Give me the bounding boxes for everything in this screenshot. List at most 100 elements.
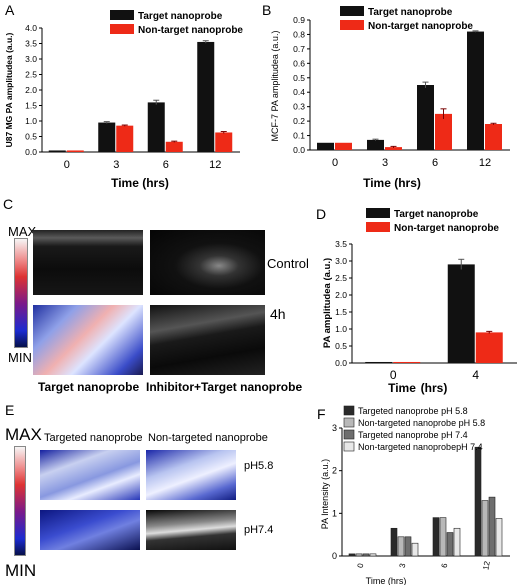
y-tick-label: 1.5: [335, 307, 347, 317]
x-tick-label: 0: [332, 157, 338, 169]
panel-letter-e: E: [5, 402, 15, 418]
panel-letter-c: C: [3, 196, 14, 212]
x-axis-label: Time (hrs): [366, 576, 407, 585]
panel-letter-a: A: [5, 2, 15, 18]
panel-letter-d: D: [316, 206, 327, 222]
row-label-ph74: pH7.4: [244, 524, 274, 536]
legend-label: Targeted nanoprobe pH 7.4: [358, 430, 468, 440]
x-axis-label-unit: (hrs): [421, 381, 448, 395]
bar-series-1: [348, 553, 356, 557]
y-tick-label: 0.0: [335, 358, 347, 368]
legend-swatch: [343, 405, 355, 416]
y-tick-label: 2.5: [335, 273, 347, 283]
x-tick-label: 3: [113, 159, 119, 171]
legend-swatch: [366, 222, 390, 232]
bar-series-1: [474, 446, 482, 557]
legend-swatch: [340, 6, 364, 16]
bar-series-1: [390, 527, 398, 557]
color-scale-bar-c: [14, 238, 28, 348]
color-scale-bar-e: [14, 446, 26, 556]
y-tick-label: 2.0: [25, 85, 37, 95]
bar-series-4: [495, 518, 503, 557]
y-tick-label: 0.7: [293, 44, 305, 54]
y-tick-label: 0: [332, 551, 337, 561]
scale-max-label-e: MAX: [5, 425, 42, 444]
y-tick-label: 2: [332, 466, 337, 476]
y-axis-label: MCF-7 PA amplitudea (a.u.): [270, 31, 280, 142]
legend-swatch: [343, 417, 355, 428]
y-tick-label: 3.5: [25, 39, 37, 49]
bar-series-2: [439, 517, 447, 557]
y-tick-label: 3.0: [25, 54, 37, 64]
bar-non-target: [215, 132, 233, 152]
x-tick-label: 12: [481, 560, 492, 571]
bar-target: [367, 139, 384, 150]
x-tick-label: 0: [390, 368, 397, 382]
bar-non-target: [66, 150, 84, 152]
bar-series-4: [411, 542, 419, 557]
y-tick-label: 2.5: [25, 70, 37, 80]
y-axis-label: PA amplitudea (a.u.): [322, 258, 333, 348]
chart-b: 0.0 0.1 0.2 0.3 0.4 0.5 0.6 0.7 0.8 0.9 0 3 6 12 Targe…: [270, 6, 510, 190]
us-image-e-top-left: [40, 450, 140, 500]
x-tick-label: 0: [356, 562, 366, 568]
y-tick-label: 0.2: [293, 116, 305, 126]
bar-target: [147, 102, 165, 152]
y-tick-label: 2.0: [335, 290, 347, 300]
y-tick-label: 1.0: [25, 116, 37, 126]
y-tick-label: 0.0: [25, 147, 37, 157]
x-tick-label: 3: [382, 157, 388, 169]
legend-label: Non-target nanoprobe: [138, 25, 243, 36]
panel-letter-b: B: [262, 2, 272, 18]
y-tick-label: 3: [332, 423, 337, 433]
y-tick-label: 0.1: [293, 131, 305, 141]
x-tick-label: 4: [472, 368, 479, 382]
y-tick-label: 0.0: [293, 145, 305, 155]
legend-swatch: [366, 208, 390, 218]
y-axis-label: U87 MG PA amplitudea (a.u.): [4, 32, 14, 147]
bar-target: [447, 264, 475, 363]
x-tick-label: 3: [398, 562, 408, 568]
legend-label: Non-target nanoprobe: [394, 223, 499, 234]
bar-target: [98, 122, 116, 152]
us-image-c-top-right: [150, 230, 265, 295]
scale-min-label-e: MIN: [5, 561, 37, 580]
y-tick-label: 0.8: [293, 29, 305, 39]
y-tick-label: 1.0: [335, 324, 347, 334]
bar-non-target: [385, 147, 402, 150]
y-axis-label: PA Intensity (a.u.): [320, 459, 330, 529]
x-tick-label: 6: [163, 159, 169, 171]
us-image-c-bottom-left: [33, 305, 143, 375]
bar-non-target: [165, 141, 183, 152]
bar-non-target: [335, 142, 352, 150]
bar-series-4: [369, 553, 377, 557]
x-axis-label: Time (hrs): [363, 176, 421, 190]
y-tick-label: 4.0: [25, 23, 37, 33]
bar-target: [317, 142, 334, 150]
x-axis-label: Time: [388, 381, 416, 395]
bar-series-1: [432, 517, 440, 557]
x-axis-label: Time (hrs): [111, 176, 169, 190]
bar-target: [48, 150, 66, 152]
bar-non-target: [435, 113, 452, 150]
control-label: Control: [267, 256, 309, 271]
y-tick-label: 3.5: [335, 239, 347, 249]
y-tick-label: 0.3: [293, 102, 305, 112]
bar-non-target: [393, 361, 421, 363]
us-image-c-bottom-right: [150, 305, 265, 375]
y-tick-label: 0.6: [293, 58, 305, 68]
col-label-targeted: Targeted nanoprobe: [44, 432, 143, 444]
caption-inhibitor-target: Inhibitor+Target nanoprobe: [146, 380, 303, 394]
col-label-non-targeted: Non-targeted nanoprobe: [148, 432, 268, 444]
legend-swatch: [343, 429, 355, 440]
bar-non-target: [116, 125, 134, 152]
row-label-ph58: pH5.8: [244, 460, 274, 472]
y-tick-label: 0.5: [335, 341, 347, 351]
y-tick-label: 0.9: [293, 15, 305, 25]
y-tick-label: 1: [332, 508, 337, 518]
y-tick-label: 0.4: [293, 87, 305, 97]
bar-target: [365, 361, 393, 363]
bar-series-3: [362, 553, 370, 557]
y-tick-label: 1.5: [25, 101, 37, 111]
